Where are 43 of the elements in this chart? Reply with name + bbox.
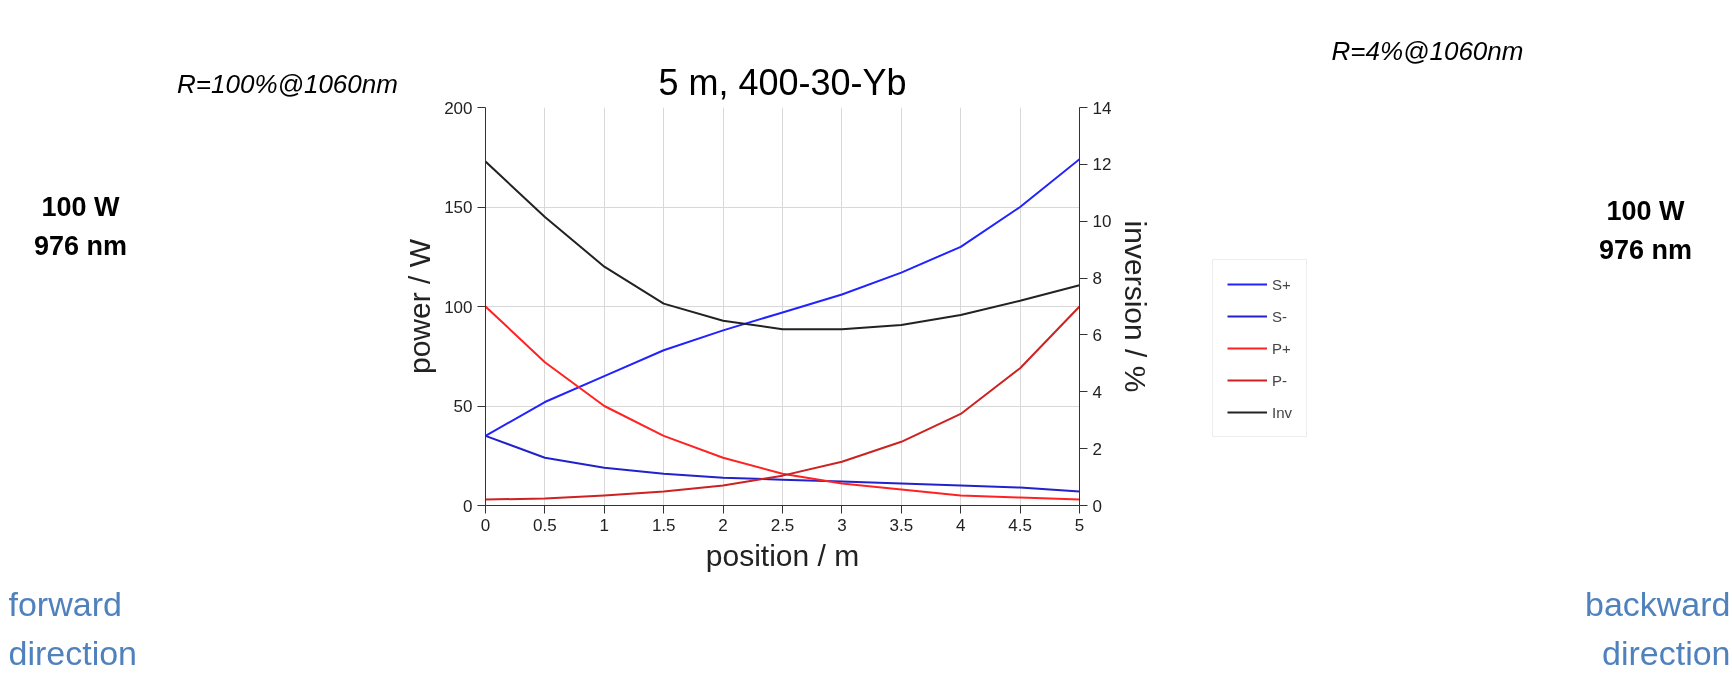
y2-tick-label: 10 bbox=[1092, 212, 1112, 232]
x-tick-label: 1.5 bbox=[651, 515, 676, 535]
y2-tick-label: 14 bbox=[1092, 98, 1112, 118]
y-axis-title: power / W bbox=[403, 238, 437, 375]
x-tick-label: 0.5 bbox=[533, 515, 557, 535]
y-tick-label: 150 bbox=[444, 198, 473, 217]
y-tick-label: 100 bbox=[444, 297, 473, 317]
x-tick-label: 4.5 bbox=[1008, 515, 1032, 535]
text: R=100%@1060nm bbox=[177, 68, 398, 99]
y-tick-label: 0 bbox=[463, 496, 473, 516]
legend-label: Inv bbox=[1272, 403, 1293, 421]
x-axis-title: position / m bbox=[705, 538, 860, 572]
line-series bbox=[485, 434, 1080, 493]
legend-label: S- bbox=[1272, 307, 1288, 325]
legend-label: P+ bbox=[1272, 339, 1292, 357]
y2-axis-title: inversion / % bbox=[1119, 220, 1153, 393]
line-series bbox=[485, 158, 1080, 437]
x-tick-label: 0 bbox=[480, 515, 491, 535]
y2-tick-label: 6 bbox=[1092, 325, 1102, 345]
text: backward direction bbox=[1584, 584, 1731, 673]
x-tick-label: 1 bbox=[599, 515, 610, 535]
text: 100 W 976 nm bbox=[1598, 196, 1693, 265]
y2-tick-label: 8 bbox=[1092, 269, 1102, 289]
y-tick-label: 50 bbox=[453, 397, 473, 416]
x-tick-label: 3 bbox=[837, 515, 847, 535]
text: R=4%@1060nm bbox=[1331, 35, 1524, 66]
legend-label: P- bbox=[1272, 371, 1288, 389]
x-tick-label: 2.5 bbox=[770, 515, 795, 535]
text: forward direction bbox=[8, 584, 138, 673]
text: 100 W 976 nm bbox=[33, 192, 128, 261]
y2-tick-label: 0 bbox=[1092, 496, 1102, 516]
x-tick-label: 5 bbox=[1074, 515, 1085, 535]
line-series bbox=[485, 305, 1080, 501]
line-series bbox=[485, 160, 1080, 331]
y2-tick-label: 12 bbox=[1092, 155, 1112, 175]
legend-label: S+ bbox=[1272, 275, 1292, 293]
x-tick-label: 4 bbox=[955, 515, 966, 535]
x-tick-label: 2 bbox=[718, 515, 728, 535]
chart-title: 5 m, 400-30-Yb bbox=[658, 61, 907, 103]
y2-tick-label: 2 bbox=[1092, 439, 1102, 459]
x-tick-label: 3.5 bbox=[889, 515, 914, 535]
y-tick-label: 200 bbox=[444, 98, 473, 118]
y2-tick-label: 4 bbox=[1092, 382, 1102, 402]
